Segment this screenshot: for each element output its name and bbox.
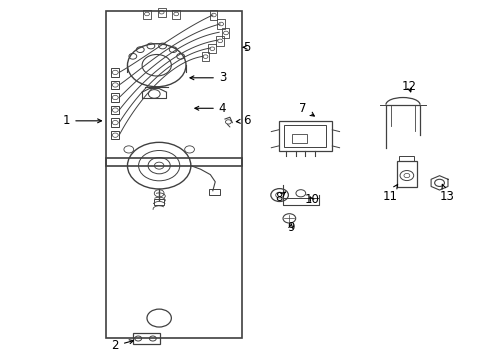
Bar bbox=[111, 106, 119, 114]
Bar bbox=[396, 161, 416, 187]
Text: 3: 3 bbox=[190, 71, 226, 84]
Text: 10: 10 bbox=[304, 193, 319, 206]
Text: 13: 13 bbox=[439, 184, 453, 203]
Bar bbox=[111, 68, 119, 77]
Bar bbox=[105, 12, 242, 166]
Bar bbox=[158, 8, 165, 17]
Bar bbox=[111, 131, 119, 139]
Text: 1: 1 bbox=[62, 114, 102, 127]
Bar bbox=[208, 189, 219, 195]
Text: 6: 6 bbox=[236, 114, 250, 127]
Bar bbox=[111, 81, 119, 89]
Bar bbox=[105, 158, 242, 338]
Bar bbox=[284, 125, 326, 147]
Text: 11: 11 bbox=[382, 184, 397, 203]
Bar bbox=[398, 156, 413, 161]
Text: 9: 9 bbox=[286, 221, 294, 234]
Bar bbox=[133, 333, 160, 344]
Text: 5: 5 bbox=[243, 41, 250, 54]
Bar bbox=[222, 28, 229, 38]
Bar bbox=[154, 199, 163, 205]
Bar bbox=[209, 10, 217, 20]
Bar bbox=[217, 19, 224, 29]
Bar bbox=[111, 93, 119, 102]
Bar bbox=[172, 10, 180, 19]
Text: 4: 4 bbox=[195, 102, 226, 115]
Text: 12: 12 bbox=[401, 80, 416, 93]
Bar bbox=[208, 44, 215, 53]
Bar bbox=[111, 118, 119, 127]
Bar bbox=[201, 52, 208, 61]
Text: 8: 8 bbox=[274, 192, 285, 204]
Bar bbox=[216, 36, 223, 45]
Bar bbox=[278, 121, 331, 151]
Bar bbox=[292, 134, 306, 143]
Text: 2: 2 bbox=[111, 339, 133, 352]
Bar bbox=[143, 10, 151, 19]
Text: 7: 7 bbox=[299, 102, 314, 116]
